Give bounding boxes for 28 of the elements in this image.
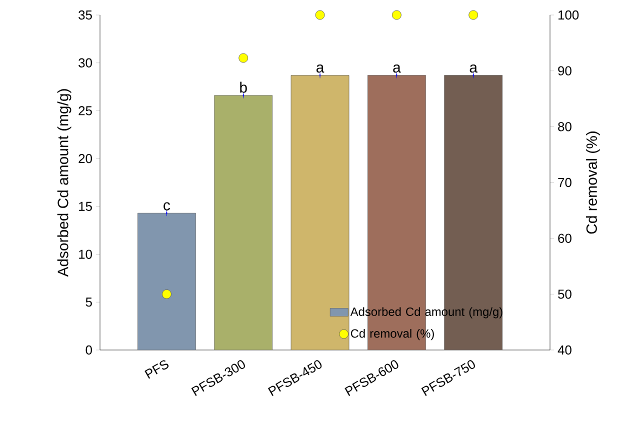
y2-tick-label: 70 <box>558 178 572 188</box>
point <box>162 289 172 299</box>
y2-axis-title: Cd removal (%) <box>586 132 600 234</box>
point <box>392 10 402 20</box>
y-axis-title: Adsorbed Cd amount (mg/g) <box>57 89 72 277</box>
annotation: c <box>164 202 170 210</box>
y2-tick-label: 80 <box>558 122 572 132</box>
y2-tick-label: 60 <box>558 234 572 243</box>
annotation: b <box>240 82 247 93</box>
x-tick-label: PFS <box>144 360 169 379</box>
y-tick-label: 0 <box>86 345 92 355</box>
y-tick-label: 25 <box>78 106 92 116</box>
point <box>238 53 248 63</box>
annotation: a <box>470 64 478 73</box>
y-tick-label: 35 <box>78 10 92 20</box>
y2-tick-label: 40 <box>558 345 572 355</box>
y-tick-label: 20 <box>78 154 92 164</box>
annotation: a <box>393 64 401 73</box>
annotation: a <box>316 64 324 73</box>
y-tick-label: 15 <box>79 202 92 211</box>
point <box>315 10 325 20</box>
y2-tick-label: 90 <box>558 66 572 76</box>
y-tick-label: 10 <box>79 250 92 259</box>
y-tick-label: 5 <box>86 298 92 307</box>
point <box>468 10 478 20</box>
y2-tick-label: 50 <box>558 290 572 299</box>
y-tick-label: 30 <box>78 58 92 68</box>
y2-tick-label: 100 <box>558 10 579 20</box>
